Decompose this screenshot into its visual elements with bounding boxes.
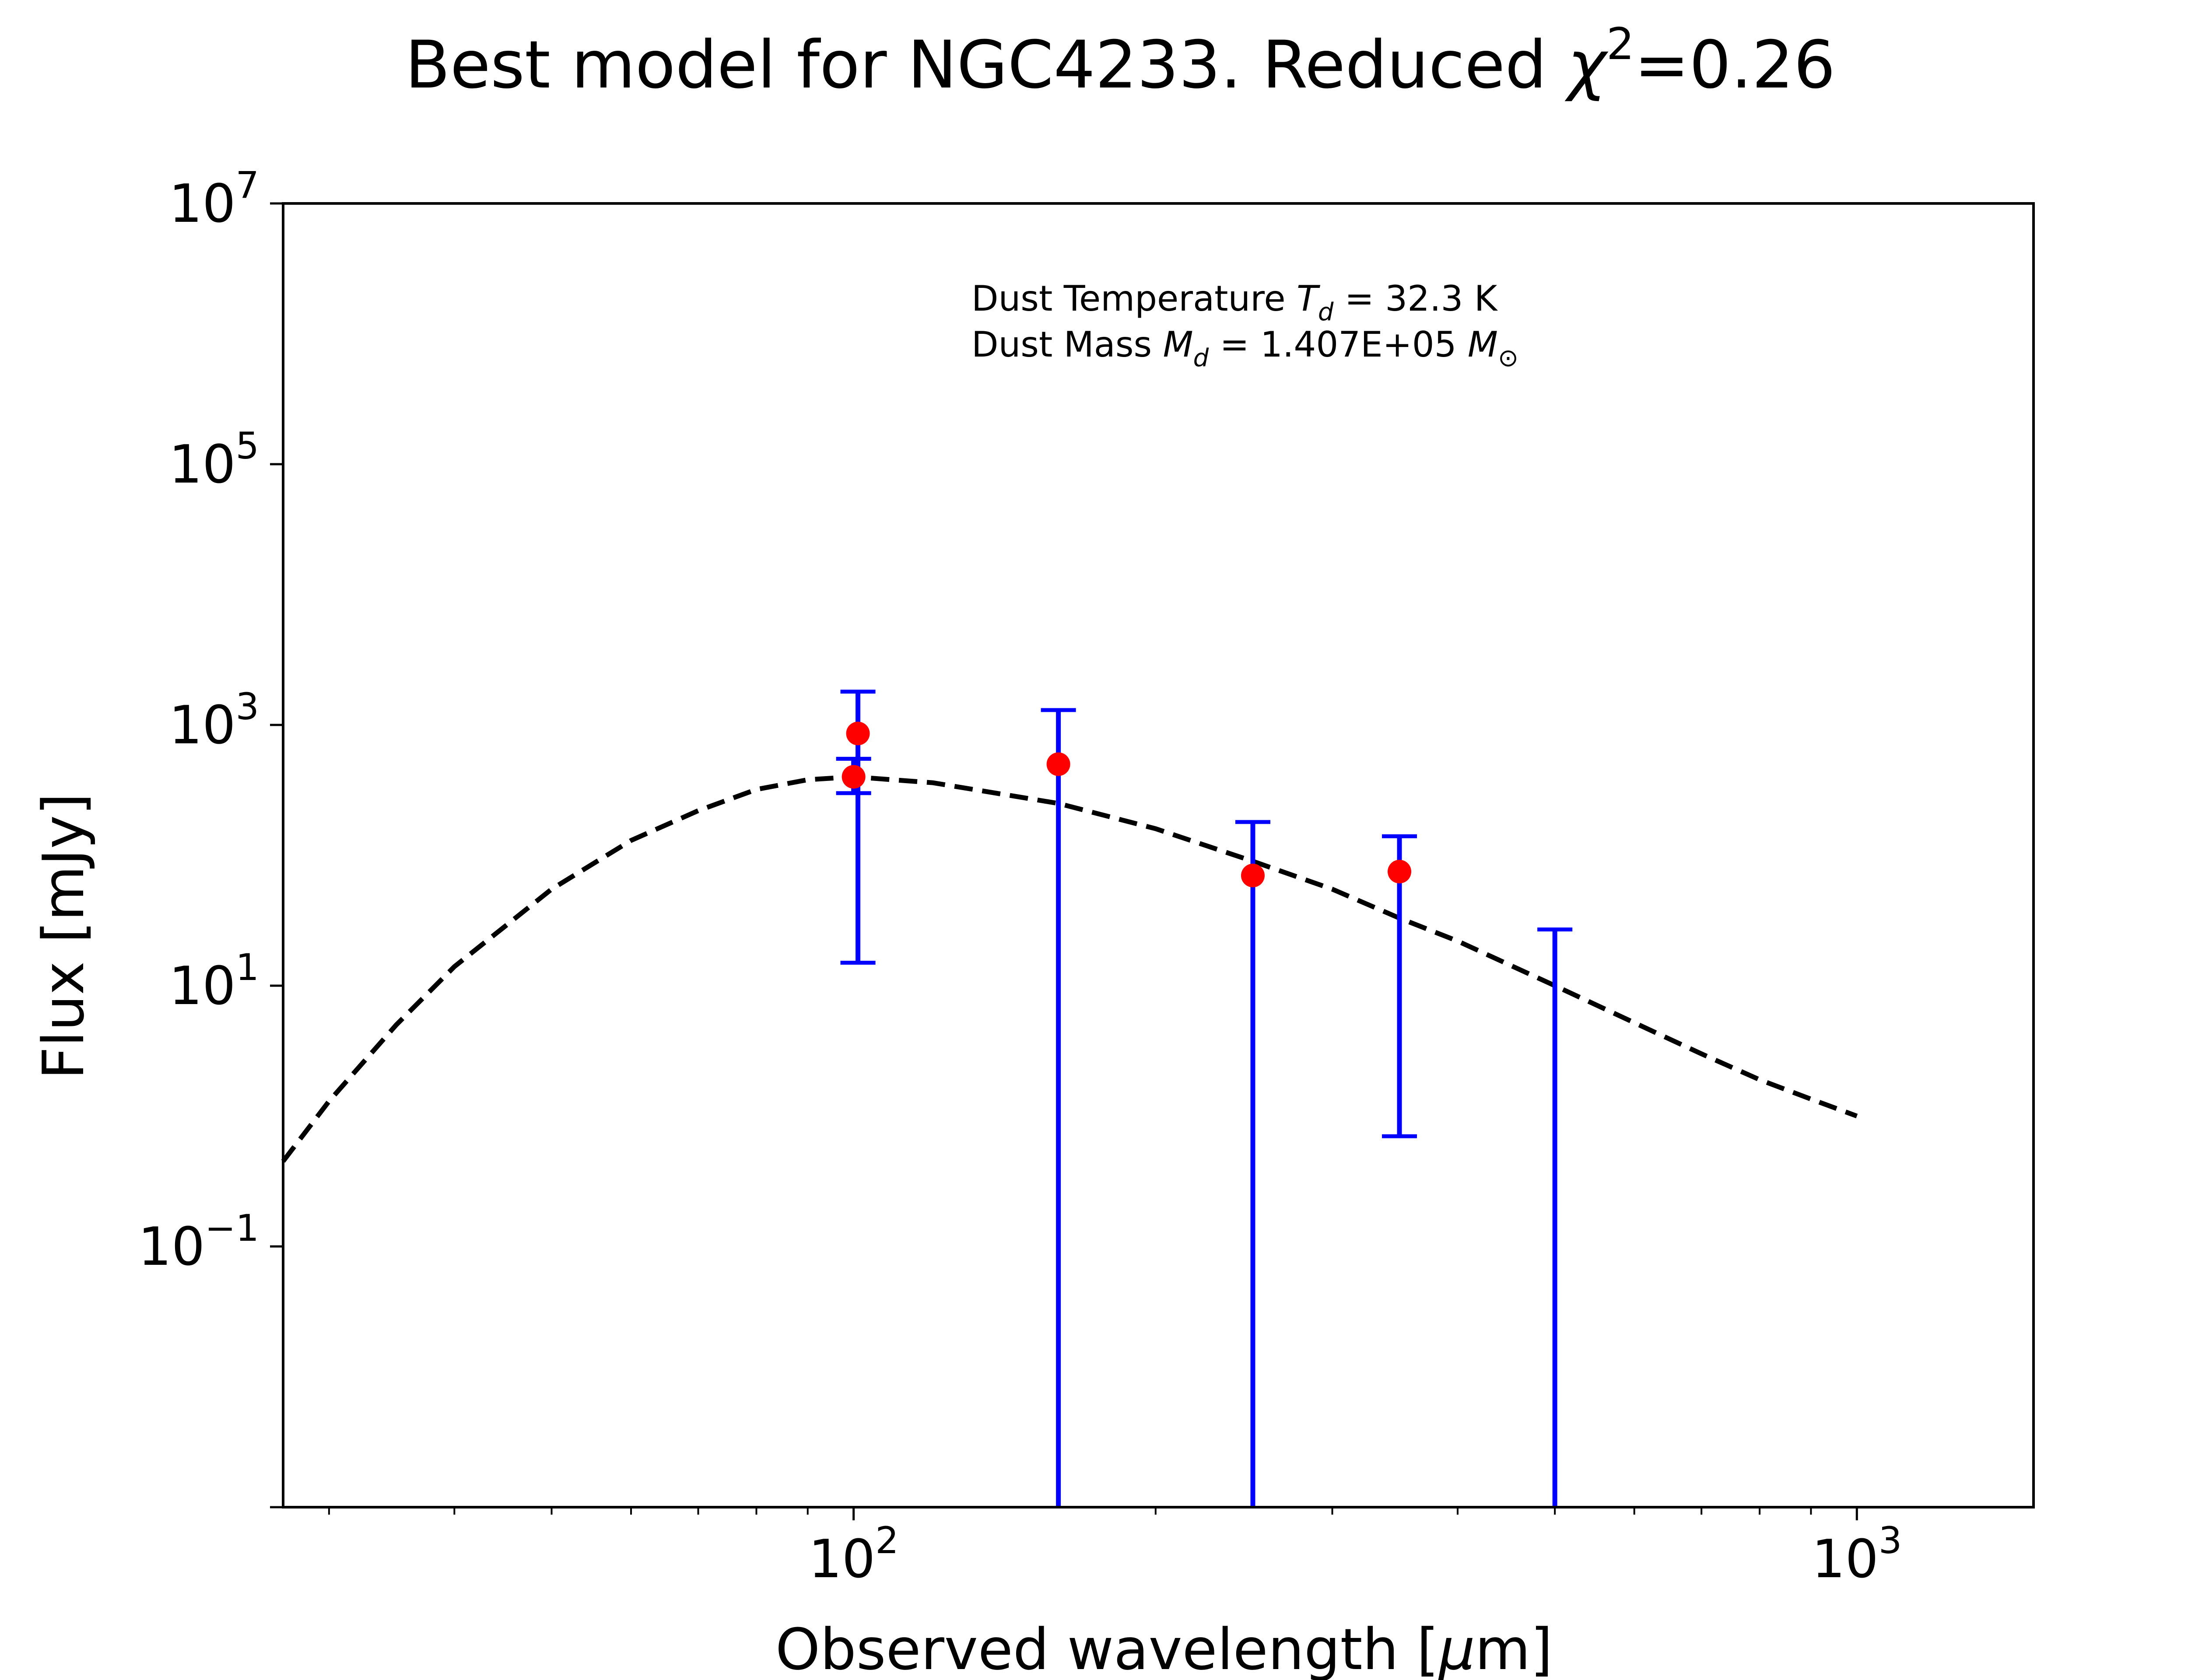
chart-title-chi-exponent: 2	[1606, 18, 1634, 70]
x-axis-label-suffix: m]	[1475, 1616, 1553, 1680]
dust-mass-subscript: d	[1193, 344, 1209, 372]
y-tick-label-exponent: 1	[236, 946, 259, 989]
data-points-layer	[842, 721, 1412, 888]
data-point	[1046, 752, 1070, 776]
data-point	[1241, 864, 1265, 888]
chart-title: Best model for NGC4233. Reduced χ2=0.26	[405, 18, 1836, 103]
x-tick-label: 102	[809, 1519, 899, 1590]
dust-mass-value: = 1.407E+05	[1209, 324, 1468, 365]
model-curve	[281, 774, 1858, 1163]
dust-mass-prefix: Dust Mass	[971, 324, 1163, 365]
dust-temp-value: = 32.3 K	[1333, 278, 1498, 319]
y-axis-label: Flux [mJy]	[30, 793, 97, 1080]
dust-temp-symbol: T	[1297, 278, 1321, 319]
x-tick-label-exponent: 2	[875, 1519, 898, 1562]
chart-title-prefix: Best model for NGC4233. Reduced	[405, 27, 1568, 103]
model-curve-layer	[281, 774, 1858, 1163]
x-tick-label-base: 10	[809, 1529, 876, 1590]
dust-temp-subscript: d	[1318, 298, 1334, 326]
x-tick-label-base: 10	[1812, 1529, 1879, 1590]
dust-temperature-annotation: Dust Temperature Td = 32.3 K	[971, 278, 1498, 326]
x-axis-label-prefix: Observed wavelength [	[775, 1616, 1439, 1680]
y-tick-label-exponent: 3	[236, 685, 259, 728]
y-tick-label: 103	[169, 685, 259, 756]
y-tick-label-base: 10	[169, 174, 236, 234]
plot-frame	[282, 202, 2035, 1508]
x-axis-label: Observed wavelength [μm]	[775, 1616, 1553, 1680]
y-tick-label-base: 10	[138, 1217, 205, 1278]
x-axis-label-mu: μ	[1438, 1616, 1475, 1680]
dust-mass-annotation: Dust Mass Md = 1.407E+05 M⊙	[971, 324, 1518, 372]
dust-temp-prefix: Dust Temperature	[971, 278, 1297, 319]
errorbars-layer	[836, 690, 1573, 1507]
y-tick-label: 107	[169, 164, 259, 234]
chart-title-suffix: =0.26	[1634, 27, 1836, 103]
x-tick-label: 103	[1812, 1519, 1902, 1590]
solar-mass-symbol: M	[1468, 324, 1498, 365]
y-tick-label: 10−1	[138, 1207, 259, 1278]
y-tick-label: 101	[169, 946, 259, 1017]
y-tick-label-exponent: −1	[205, 1207, 259, 1250]
y-tick-label: 105	[169, 424, 259, 495]
y-tick-label-base: 10	[169, 956, 236, 1017]
data-point	[842, 765, 866, 789]
data-point	[1388, 860, 1412, 884]
solar-mass-subscript: ⊙	[1498, 344, 1518, 372]
y-tick-label-base: 10	[169, 695, 236, 756]
chart-title-chi: χ	[1564, 27, 1609, 103]
dust-mass-symbol: M	[1163, 324, 1193, 365]
data-point	[846, 721, 870, 746]
y-tick-label-exponent: 5	[236, 424, 259, 467]
x-tick-label-exponent: 3	[1879, 1519, 1902, 1562]
y-tick-label-base: 10	[169, 434, 236, 495]
y-tick-label-exponent: 7	[236, 164, 259, 206]
